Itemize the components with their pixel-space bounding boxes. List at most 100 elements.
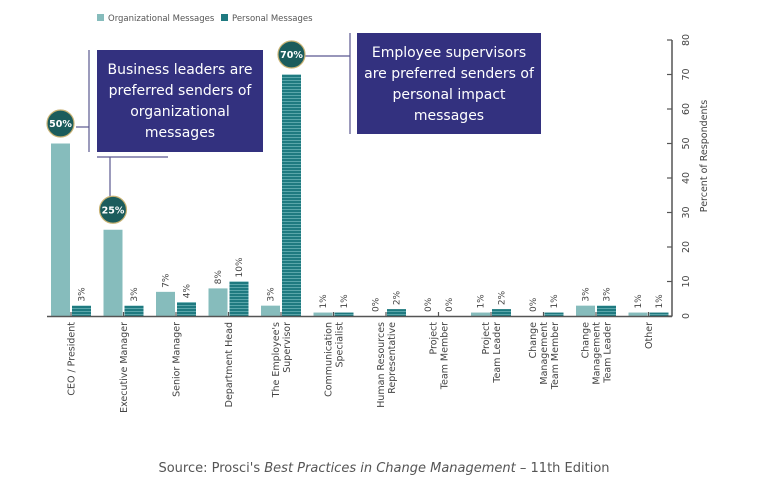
bar [208,288,228,316]
bar [282,74,301,316]
bar [387,309,406,316]
y-tick-label: 40 [681,172,692,184]
value-label: 1% [340,294,350,309]
category-label: Human Resources Representative [376,322,398,408]
callout-business-leaders [97,50,263,152]
y-axis-title: Percent of Respondents [699,100,710,212]
category-label: The Employee's Supervisor [271,322,293,398]
category-label-line: Project [481,322,492,355]
category-label: Other [644,322,655,349]
bar [471,312,490,316]
category-label-line: Specialist [335,322,346,368]
category-label-line: Project [429,322,440,355]
y-tick-label: 70 [681,68,692,80]
bar [628,312,648,316]
bar [72,305,91,316]
y-tick-label: 80 [681,34,692,46]
bar [124,305,144,316]
value-label: 1% [319,294,329,309]
value-label: 1% [477,294,487,309]
category-label: Executive Manager [119,322,130,413]
category-label-line: Other [644,322,655,349]
bar [597,305,616,316]
category-label: Project Team Member [429,322,451,390]
value-label: 1% [655,294,665,309]
category-label: Department Head [224,322,235,407]
callout-text: organizational [130,104,230,120]
category-label-line: Change [581,322,592,359]
category-label-line: Team Leader [492,322,503,384]
y-tick-label: 10 [681,275,692,287]
bar [261,305,280,316]
callout-text: personal impact [392,87,506,103]
bar [51,143,70,316]
value-label: 3% [78,287,88,302]
bar [334,312,354,316]
category-label-line: Team Member [440,322,451,390]
bar [229,281,249,316]
category-label-line: Team Leader [603,322,614,384]
category-label-line: Senior Manager [172,322,183,397]
bar [576,305,595,316]
y-tick-label: 60 [681,103,692,115]
callout-text: messages [145,125,215,141]
category-label-line: Representative [387,322,398,394]
value-label: 3% [130,287,140,302]
value-label: 4% [183,283,193,298]
y-tick-label: 20 [681,241,692,253]
value-label: 1% [634,294,644,309]
category-label: Senior Manager [172,322,183,397]
bar [649,312,669,316]
category-label-line: Communication [324,322,335,397]
category-label-line: Department Head [224,322,235,407]
source-note: Source: Prosci's Best Practices in Chang… [158,461,610,476]
value-label: 0% [372,297,382,312]
callout-text: preferred senders of [109,83,253,99]
bar [156,291,175,316]
category-label-line: The Employee's [271,322,282,398]
value-label: 2% [498,290,508,305]
legend-label: Organizational Messages [108,14,215,24]
callout-text: messages [414,108,484,124]
value-label: 3% [582,287,592,302]
callout-text: are preferred senders of [364,66,535,82]
callout-text: Employee supervisors [372,45,526,61]
category-label: Project Team Leader [481,322,503,384]
category-label: Change Management Team Leader [581,322,614,385]
y-tick-label: 30 [681,206,692,218]
highlight-badge-label: 25% [102,205,125,216]
legend-swatch [97,14,104,21]
category-label-line: CEO / President [67,322,78,396]
bar [103,229,123,316]
value-label: 0% [529,297,539,312]
value-label: 2% [393,290,403,305]
category-label-line: Executive Manager [119,322,130,413]
value-label: 3% [267,287,277,302]
category-label-line: Change [528,322,539,359]
highlight-badge-label: 50% [49,119,72,130]
category-label-line: Human Resources [376,322,387,408]
value-label: 0% [445,297,455,312]
value-label: 3% [603,287,613,302]
value-label: 0% [424,297,434,312]
category-label: Change Management Team Member [528,322,561,390]
value-label: 10% [235,257,245,277]
category-label-line: Management [592,322,603,385]
legend-swatch [221,14,228,21]
category-label-line: Supervisor [282,322,293,373]
bar [544,312,564,316]
highlight-badge-label: 70% [280,50,303,61]
highlight-badge [98,195,128,224]
bar [313,312,333,316]
legend-label: Personal Messages [232,14,313,24]
highlight-badge [46,109,75,138]
callout-employee-supervisors [357,33,541,134]
y-tick-label: 50 [681,137,692,149]
callout-text: Business leaders are [108,62,253,78]
value-label: 1% [550,294,560,309]
value-label: 7% [162,273,172,288]
value-label: 8% [214,270,224,285]
highlight-badge [277,40,306,69]
bar [492,309,511,316]
